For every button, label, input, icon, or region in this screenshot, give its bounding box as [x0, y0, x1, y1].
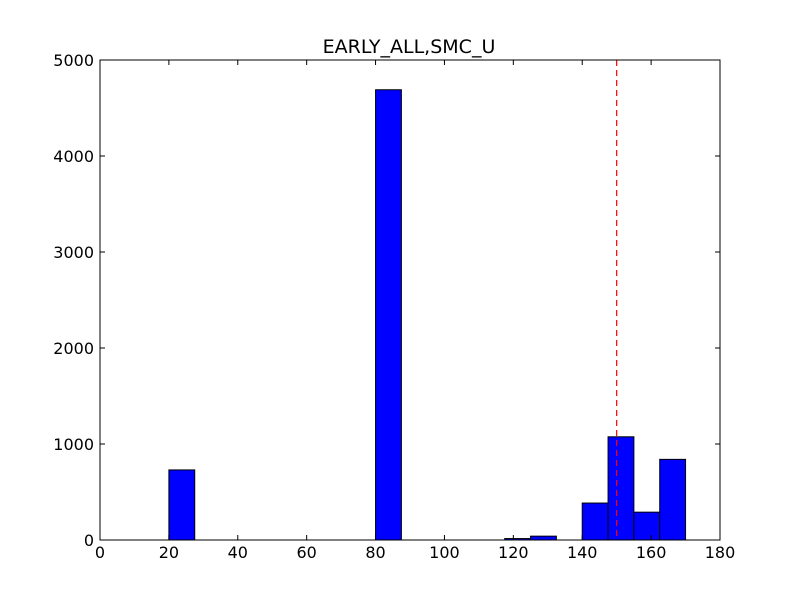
- x-tick-label: 40: [228, 543, 248, 562]
- plot-frame: [99, 59, 721, 541]
- x-tick-label: 100: [429, 543, 460, 562]
- x-tick-label: 60: [296, 543, 316, 562]
- x-tick-label: 180: [705, 543, 736, 562]
- y-tick-label: 5000: [53, 51, 94, 70]
- y-tick-label: 1000: [53, 435, 94, 454]
- histogram-bar: [168, 469, 196, 541]
- chart-title: EARLY_ALL,SMC_U: [323, 36, 496, 58]
- x-tick-label: 0: [95, 543, 105, 562]
- x-tick-label: 80: [365, 543, 385, 562]
- y-tick-label: 3000: [53, 243, 94, 262]
- histogram-bar: [659, 458, 687, 541]
- histogram-bar: [633, 511, 661, 541]
- bars-group: [168, 89, 687, 541]
- y-tick-label: 0: [84, 531, 94, 550]
- x-tick-label: 160: [636, 543, 667, 562]
- x-tick-label: 120: [498, 543, 529, 562]
- x-tick-label: 20: [159, 543, 179, 562]
- histogram-bar: [581, 502, 609, 541]
- histogram-bar: [607, 436, 635, 541]
- x-axis-ticks: 0 20 40 60 80 100 120 140 160 180: [95, 60, 735, 562]
- x-tick-label: 140: [567, 543, 598, 562]
- y-tick-label: 4000: [53, 147, 94, 166]
- histogram-bar: [375, 89, 402, 541]
- y-tick-label: 2000: [53, 339, 94, 358]
- y-axis-ticks: 0 1000 2000 3000 4000 5000: [53, 51, 720, 550]
- histogram-bar: [530, 535, 557, 541]
